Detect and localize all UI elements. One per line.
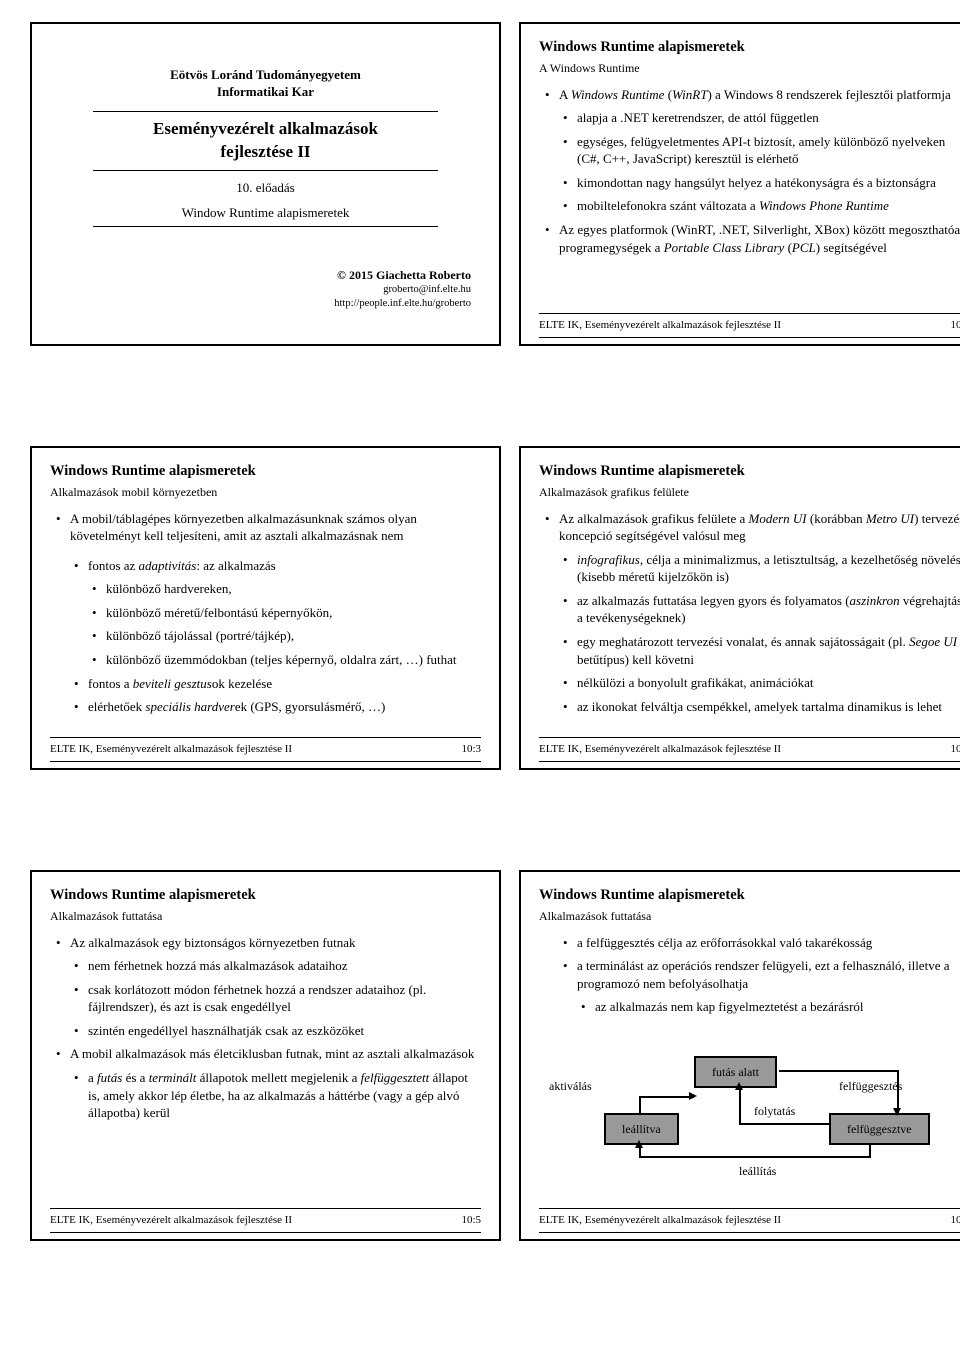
bullet: A mobil/táblagépes környezetben alkalmaz… [70, 510, 481, 545]
credits: © 2015 Giachetta Roberto groberto@inf.el… [50, 267, 481, 310]
sub-bullet: nélkülözi a bonyolult grafikákat, animác… [577, 674, 960, 692]
sub-bullet: kimondottan nagy hangsúlyt helyez a haté… [577, 174, 960, 192]
sub-bullet: elérhetőek speciális hardverek (GPS, gyo… [88, 698, 481, 716]
sub-bullet: egységes, felügyeletmentes API-t biztosí… [577, 133, 960, 168]
page: Eötvös Loránd Tudományegyetem Informatik… [0, 0, 960, 1367]
main-title-l2: fejlesztése II [220, 142, 310, 161]
footer-page: 10:6 [950, 1213, 960, 1228]
sub-sub-bullet: különböző hardvereken, [106, 580, 481, 598]
slide-5: Windows Runtime alapismeretek Alkalmazás… [30, 870, 501, 1241]
state-felfuggesztve: felfüggesztve [829, 1113, 930, 1145]
label-folytatas: folytatás [754, 1103, 795, 1119]
slide-title: Windows Runtime alapismeretek [50, 886, 481, 906]
sub-bullet: mobiltelefonokra szánt változata a Windo… [577, 197, 960, 215]
state-diagram: aktiválás futás alatt felfüggesztés leál… [539, 1048, 960, 1198]
slide-title: Windows Runtime alapismeretek [539, 38, 960, 58]
footer-text: ELTE IK, Eseményvezérelt alkalmazások fe… [50, 742, 292, 757]
slide-footer: ELTE IK, Eseményvezérelt alkalmazások fe… [50, 1208, 481, 1233]
slide-title: Windows Runtime alapismeretek [50, 462, 481, 482]
main-title: Eseményvezérelt alkalmazások fejlesztése… [93, 111, 438, 171]
slide-subtitle: Alkalmazások futtatása [539, 908, 960, 924]
bullet-list: Az alkalmazások egy biztonságos környeze… [50, 934, 481, 1128]
footer-text: ELTE IK, Eseményvezérelt alkalmazások fe… [539, 1213, 781, 1228]
bullet: Az egyes platformok (WinRT, .NET, Silver… [559, 221, 960, 256]
label-leallitas: leállítás [739, 1163, 776, 1179]
label-felfuggesztes: felfüggesztés [839, 1078, 902, 1094]
university-name-1: Eötvös Loránd Tudományegyetem [50, 66, 481, 84]
university-name-2: Informatikai Kar [50, 83, 481, 101]
slide-title-card: Eötvös Loránd Tudományegyetem Informatik… [30, 22, 501, 346]
row-1: Eötvös Loránd Tudományegyetem Informatik… [30, 22, 960, 346]
slide-3: Windows Runtime alapismeretek Alkalmazás… [30, 446, 501, 770]
bullet-list: A Windows Runtime (WinRT) a Windows 8 re… [539, 86, 960, 262]
footer-text: ELTE IK, Eseményvezérelt alkalmazások fe… [50, 1213, 292, 1228]
sub-bullet: a felfüggesztés célja az erőforrásokkal … [577, 934, 960, 952]
arrow-icon [689, 1092, 697, 1100]
slide-6: Windows Runtime alapismeretek Alkalmazás… [519, 870, 960, 1241]
sub-bullet: egy meghatározott tervezési vonalat, és … [577, 633, 960, 668]
sub-sub-bullet: az alkalmazás nem kap figyelmeztetést a … [595, 998, 960, 1016]
bullet-list: A mobil/táblagépes környezetben alkalmaz… [50, 510, 481, 551]
arrow-icon [893, 1108, 901, 1116]
sub-bullet: az ikonokat felváltja csempékkel, amelye… [577, 698, 960, 716]
sub-bullet: szintén engedéllyel használhatják csak a… [88, 1022, 481, 1040]
bullet: A mobil alkalmazások más életciklusban f… [70, 1045, 481, 1121]
slide-subtitle: Alkalmazások grafikus felülete [539, 484, 960, 500]
bullet-list: a felfüggesztés célja az erőforrásokkal … [539, 934, 960, 1022]
slide-footer: ELTE IK, Eseményvezérelt alkalmazások fe… [539, 1208, 960, 1233]
page-number: 1 [30, 1341, 960, 1357]
footer-page: 10:4 [950, 742, 960, 757]
slide-2: Windows Runtime alapismeretek A Windows … [519, 22, 960, 346]
slide-footer: ELTE IK, Eseményvezérelt alkalmazások fe… [539, 313, 960, 338]
url: http://people.inf.elte.hu/groberto [50, 297, 471, 311]
bullet-list: fontos az adaptivitás: az alkalmazás kül… [50, 557, 481, 722]
slide-footer: ELTE IK, Eseményvezérelt alkalmazások fe… [50, 737, 481, 762]
email: groberto@inf.elte.hu [50, 283, 471, 297]
sub-bullet: az alkalmazás futtatása legyen gyors és … [577, 592, 960, 627]
arrow-icon [735, 1082, 743, 1090]
footer-page: 10:2 [950, 318, 960, 333]
bullet: Az alkalmazások egy biztonságos környeze… [70, 934, 481, 1040]
footer-text: ELTE IK, Eseményvezérelt alkalmazások fe… [539, 742, 781, 757]
main-title-l1: Eseményvezérelt alkalmazások [153, 119, 378, 138]
sub-sub-bullet: különböző méretű/felbontású képernyőkön, [106, 604, 481, 622]
bullet-list: Az alkalmazások grafikus felülete a Mode… [539, 510, 960, 721]
footer-page: 10:3 [461, 742, 481, 757]
slide-subtitle: Alkalmazások mobil környezetben [50, 484, 481, 500]
bullet: Az alkalmazások grafikus felülete a Mode… [559, 510, 960, 715]
sub-bullet: infografikus, célja a minimalizmus, a le… [577, 551, 960, 586]
row-3: Windows Runtime alapismeretek Alkalmazás… [30, 870, 960, 1241]
author: © 2015 Giachetta Roberto [50, 267, 471, 283]
sub-sub-bullet: különböző üzemmódokban (teljes képernyő,… [106, 651, 481, 669]
slide-title: Windows Runtime alapismeretek [539, 886, 960, 906]
slide-title: Windows Runtime alapismeretek [539, 462, 960, 482]
slide-subtitle: Alkalmazások futtatása [50, 908, 481, 924]
footer-page: 10:5 [461, 1213, 481, 1228]
sub-bullet: csak korlátozott módon férhetnek hozzá a… [88, 981, 481, 1016]
sub-bullet: alapja a .NET keretrendszer, de attól fü… [577, 109, 960, 127]
sub-bullet: a terminálást az operációs rendszer felü… [577, 957, 960, 1016]
label-aktivalas: aktiválás [549, 1078, 592, 1094]
slide-footer: ELTE IK, Eseményvezérelt alkalmazások fe… [539, 737, 960, 762]
slide-subtitle: A Windows Runtime [539, 60, 960, 76]
lecture-subtitle: Window Runtime alapismeretek [93, 200, 438, 227]
sub-bullet: a futás és a terminált állapotok mellett… [88, 1069, 481, 1122]
lecture-number: 10. előadás [50, 179, 481, 197]
sub-bullet: fontos az adaptivitás: az alkalmazás kül… [88, 557, 481, 669]
sub-sub-bullet: különböző tájolással (portré/tájkép), [106, 627, 481, 645]
sub-bullet: nem férhetnek hozzá más alkalmazások ada… [88, 957, 481, 975]
slide-4: Windows Runtime alapismeretek Alkalmazás… [519, 446, 960, 770]
arrow-icon [635, 1140, 643, 1148]
sub-bullet: fontos a beviteli gesztusok kezelése [88, 675, 481, 693]
bullet: A Windows Runtime (WinRT) a Windows 8 re… [559, 86, 960, 215]
footer-text: ELTE IK, Eseményvezérelt alkalmazások fe… [539, 318, 781, 333]
row-2: Windows Runtime alapismeretek Alkalmazás… [30, 446, 960, 770]
